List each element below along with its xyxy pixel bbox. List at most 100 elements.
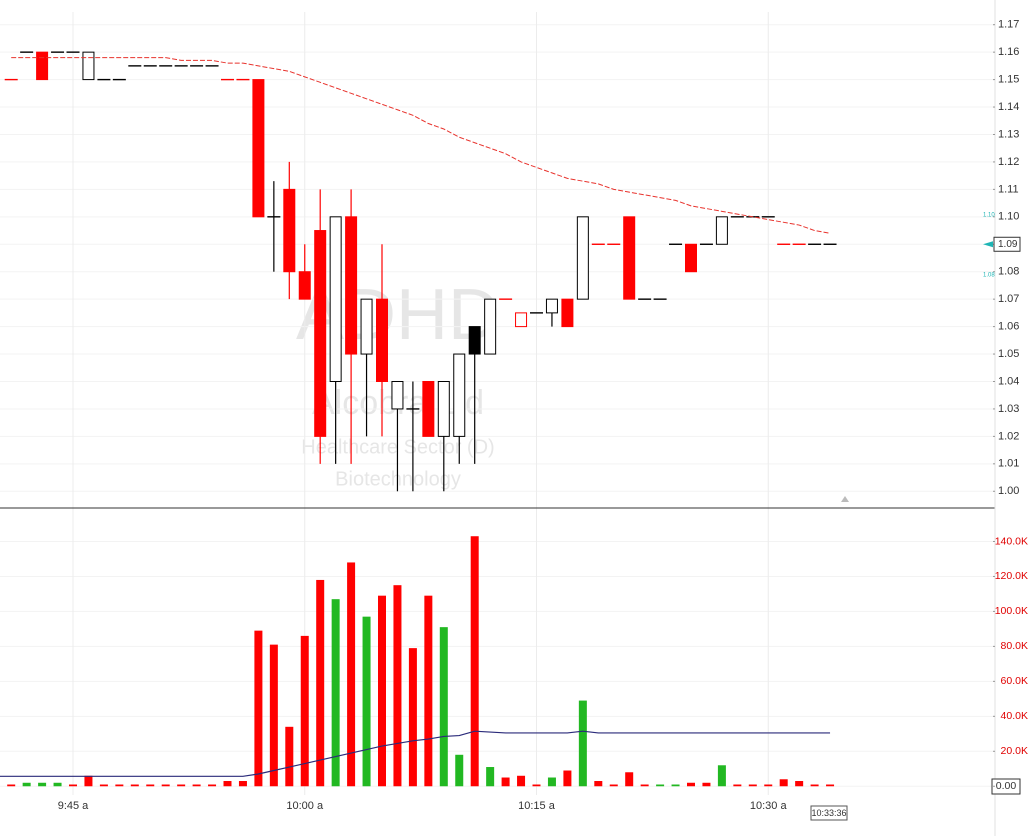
candle-body [345, 216, 358, 355]
candle-body [376, 298, 388, 382]
volume-bar [408, 648, 417, 787]
volume-bar [53, 782, 62, 787]
volume-bar [532, 784, 541, 787]
volume-bar [7, 784, 16, 787]
y-tick-label: 100.0K [995, 605, 1028, 617]
volume-bar [517, 775, 526, 787]
volume-bar [656, 784, 665, 787]
y-tick-label: 1.01 [998, 458, 1019, 470]
y-tick-label: 1.03 [998, 403, 1019, 415]
volume-bar [671, 784, 680, 787]
volume-bar [192, 784, 201, 787]
y-tick-label: 40.0K [1001, 710, 1028, 722]
volume-bar [38, 782, 47, 787]
candle-body [453, 353, 466, 437]
volume-bar [748, 784, 757, 787]
volume-bar [269, 644, 278, 787]
candle-body [298, 271, 311, 300]
last-price-box [993, 236, 1021, 252]
volume-bar [547, 777, 556, 787]
y-tick-label: 1.13 [998, 128, 1019, 140]
y-tick-label: 60.0K [1001, 675, 1028, 687]
y-tick-label: 1.17 [998, 19, 1019, 31]
volume-bar [795, 781, 804, 787]
y-tick-label: 20.0K [1001, 745, 1028, 757]
y-tick-label: 0.00 [996, 780, 1017, 792]
marks: 1.00 1.01 1.02 1.03 1.04 1.05 1.06 1.07 1.08 1.09… [0, 19, 1028, 818]
candle-body [468, 326, 481, 355]
volume-bar [470, 536, 479, 787]
volume-bar [826, 784, 835, 787]
volume-bar [439, 627, 448, 787]
volume-bar [223, 781, 232, 787]
volume-bar [578, 700, 587, 787]
timestamp: 10:33:36 [811, 808, 846, 818]
y-tick-label: 1.05 [998, 348, 1019, 360]
volume-bar [702, 782, 711, 787]
candle-body [437, 380, 450, 437]
moving-average [11, 57, 831, 234]
y-tick-label: 120.0K [995, 570, 1028, 582]
candle-body [561, 298, 574, 328]
volume-bar [625, 772, 634, 787]
x-tick-label: 10:15 a [518, 800, 556, 812]
volume-bar [609, 784, 618, 787]
volume-bar [501, 777, 510, 787]
y-tick-label: 140.0K [995, 535, 1028, 547]
timestamp-box [810, 805, 848, 821]
y-tick-label: 1.08 [998, 266, 1019, 278]
y-tick-label: 1.11 [998, 183, 1019, 195]
volume-bar [254, 630, 263, 787]
volume-bar [764, 784, 773, 787]
volume-bar [455, 754, 464, 787]
volume-bar [378, 595, 386, 787]
grid [0, 12, 995, 795]
volume-average [0, 730, 831, 777]
candle-body [623, 216, 636, 300]
y-tick-label: 1.12 [998, 156, 1019, 168]
volume-bar [331, 599, 340, 787]
volume-bar [424, 595, 433, 787]
candle-body [82, 51, 95, 81]
scroll-marker [841, 496, 849, 502]
volume-bar [238, 781, 247, 787]
volume-bar [733, 784, 742, 787]
volume-bar [347, 562, 356, 787]
volume-bar [285, 726, 294, 787]
candle-body [545, 298, 558, 314]
candle-body [484, 298, 497, 355]
volume-bar [779, 779, 788, 787]
x-tick-label: 10:30 a [750, 800, 788, 812]
volume-bar [810, 784, 819, 787]
volume-bar [84, 775, 93, 787]
candle-body [576, 216, 589, 300]
x-tick-label: 10:00 a [286, 800, 324, 812]
volume-bar [300, 635, 309, 787]
volume-bar [594, 781, 603, 787]
candle-body [314, 230, 327, 437]
ask-tag: 1.08 [983, 272, 995, 278]
candle-body [283, 188, 296, 273]
volume-bar [177, 784, 186, 787]
volume-bar [208, 784, 217, 787]
bid-tag: 1.10 [983, 212, 995, 218]
volume-bar [393, 585, 402, 787]
candle-body [360, 298, 373, 355]
last-price-marker [983, 241, 993, 248]
y-tick-label: 1.15 [998, 73, 1019, 85]
volume-bar [316, 579, 325, 787]
volume-bar [161, 784, 170, 787]
volume-bar [486, 767, 495, 787]
y-tick-label: 1.07 [998, 293, 1019, 305]
y-tick-label: 1.16 [998, 46, 1019, 58]
candle-body [391, 380, 404, 410]
volume-bar [687, 782, 695, 787]
volume-bar [130, 784, 139, 787]
candle-body [329, 216, 342, 382]
zero-label-box [991, 778, 1021, 795]
candle-body [715, 216, 728, 245]
y-tick-label: 1.14 [998, 101, 1019, 113]
candle-body [36, 51, 49, 81]
